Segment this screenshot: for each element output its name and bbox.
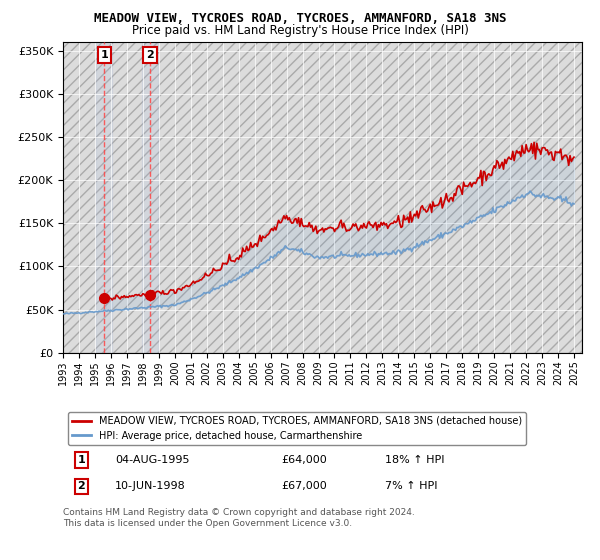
Text: £64,000: £64,000 <box>281 455 327 465</box>
Text: 2: 2 <box>146 50 154 60</box>
Text: Price paid vs. HM Land Registry's House Price Index (HPI): Price paid vs. HM Land Registry's House … <box>131 24 469 37</box>
Legend: MEADOW VIEW, TYCROES ROAD, TYCROES, AMMANFORD, SA18 3NS (detached house), HPI: A: MEADOW VIEW, TYCROES ROAD, TYCROES, AMMA… <box>68 412 526 445</box>
Text: 1: 1 <box>77 455 85 465</box>
Text: 1: 1 <box>100 50 108 60</box>
Text: Contains HM Land Registry data © Crown copyright and database right 2024.
This d: Contains HM Land Registry data © Crown c… <box>63 508 415 528</box>
Text: 18% ↑ HPI: 18% ↑ HPI <box>385 455 444 465</box>
Bar <box>142 42 158 353</box>
Bar <box>97 42 112 353</box>
Text: 7% ↑ HPI: 7% ↑ HPI <box>385 482 437 492</box>
Text: 2: 2 <box>77 482 85 492</box>
Text: 10-JUN-1998: 10-JUN-1998 <box>115 482 185 492</box>
Text: £67,000: £67,000 <box>281 482 327 492</box>
Text: 04-AUG-1995: 04-AUG-1995 <box>115 455 190 465</box>
Text: MEADOW VIEW, TYCROES ROAD, TYCROES, AMMANFORD, SA18 3NS: MEADOW VIEW, TYCROES ROAD, TYCROES, AMMA… <box>94 12 506 25</box>
